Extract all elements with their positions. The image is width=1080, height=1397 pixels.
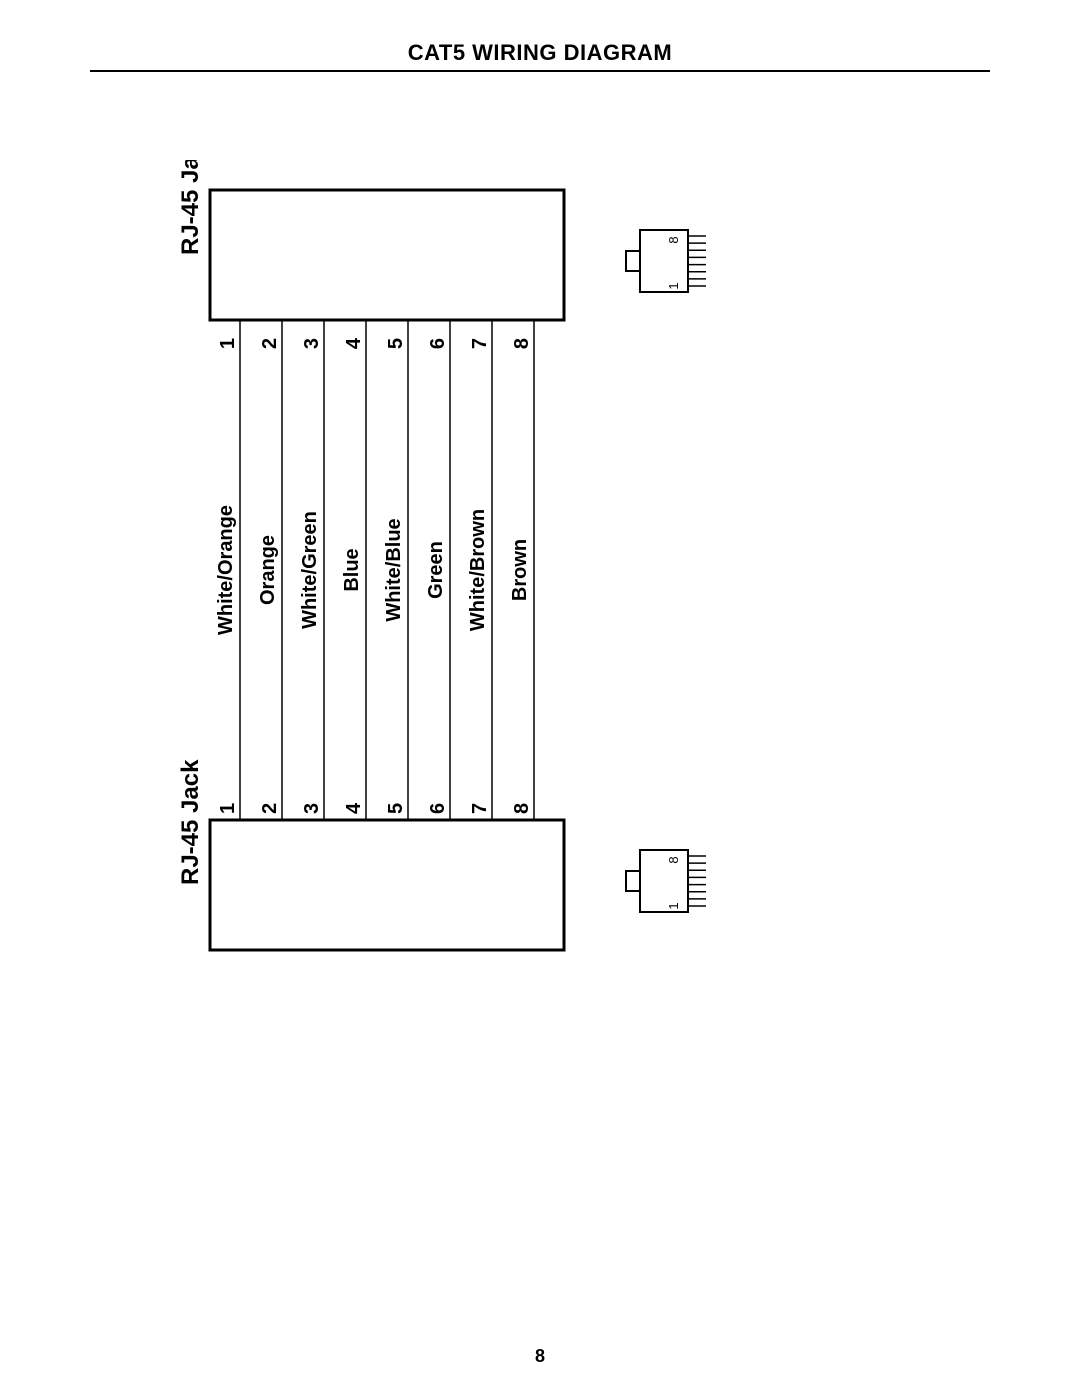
page-title: CAT5 WIRING DIAGRAM: [0, 40, 1080, 66]
wire-label: White/Green: [299, 511, 321, 629]
pin-number-bottom: 8: [511, 803, 533, 814]
wire-label: White/Blue: [383, 518, 405, 621]
pin-number-top: 1: [217, 338, 239, 349]
connector-pin-label-top: 8: [666, 856, 681, 863]
pin-number-bottom: 5: [385, 803, 407, 814]
pin-number-top: 4: [343, 337, 365, 349]
pin-number-bottom: 6: [427, 803, 449, 814]
wire-label: Green: [425, 541, 447, 599]
jack-b-label: RJ-45 Jack: [177, 160, 204, 255]
pin-number-top: 3: [301, 338, 323, 349]
pin-number-bottom: 3: [301, 803, 323, 814]
pin-number-top: 8: [511, 338, 533, 349]
pin-number-top: 2: [259, 338, 281, 349]
connector-pin-label-top: 8: [666, 236, 681, 243]
wire-label: Blue: [341, 548, 363, 591]
pin-number-bottom: 7: [469, 803, 491, 814]
page-container: CAT5 WIRING DIAGRAM RJ-45 JackRJ-45 Jack…: [0, 0, 1080, 1397]
page-number: 8: [0, 1346, 1080, 1367]
wiring-diagram: RJ-45 Jack RJ-45 Jack 1 1 White/Orange 2 2 Oran…: [130, 160, 730, 1060]
wire-label: Brown: [509, 539, 531, 601]
jack-a-label: RJ-45 Jack: [177, 759, 204, 885]
pin-number-bottom: 1: [217, 803, 239, 814]
pin-number-top: 6: [427, 338, 449, 349]
pin-number-bottom: 2: [259, 803, 281, 814]
header-rule: [90, 70, 990, 72]
wire-label: White/Orange: [215, 505, 237, 635]
connector-pin-label-bottom: 1: [666, 282, 681, 289]
pin-number-bottom: 4: [343, 802, 365, 814]
wire-label: Orange: [257, 535, 279, 605]
pin-number-top: 5: [385, 338, 407, 349]
wire-label: White/Brown: [467, 509, 489, 631]
pin-number-top: 7: [469, 338, 491, 349]
connector-pin-label-bottom: 1: [666, 902, 681, 909]
